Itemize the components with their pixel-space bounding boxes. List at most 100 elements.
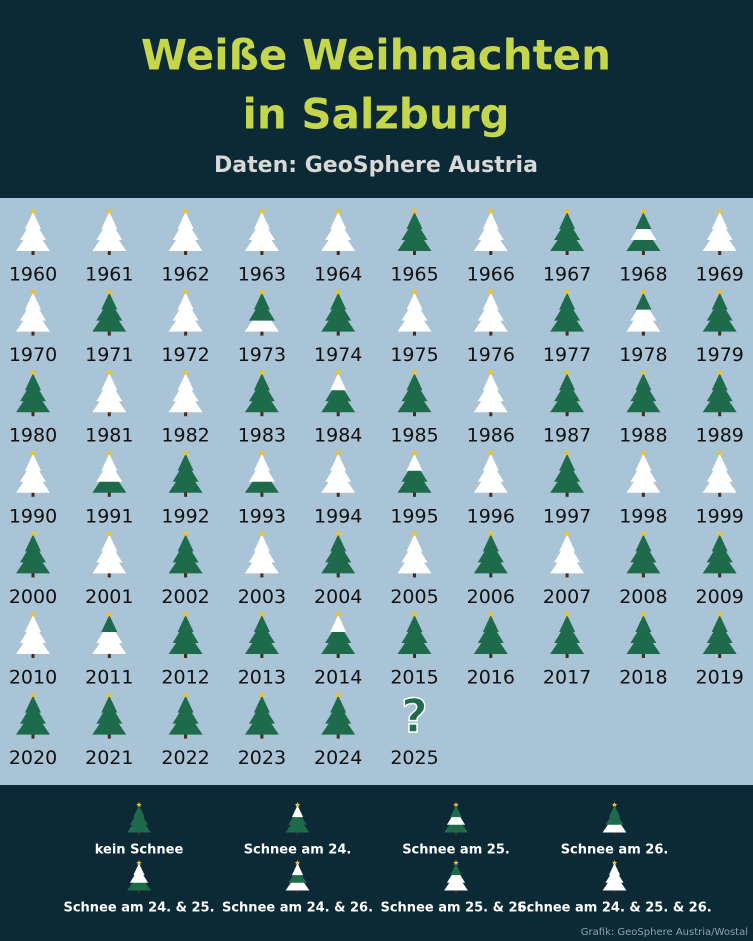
tree-tier [330,615,347,632]
tree-tier [177,453,194,471]
star [181,449,190,457]
legend-label: Schnee am 24. & 25. & 26. [517,901,711,916]
trunk [107,250,111,255]
trunk [107,572,111,578]
tree [702,449,737,497]
tree [473,288,508,336]
tree-tier [401,299,428,321]
tree-tier [177,615,194,632]
trunk [31,572,35,578]
year-label: 1993 [238,505,286,527]
tree-tier [330,212,347,229]
tree-tier [325,219,352,240]
trunk [718,653,722,658]
tree [550,207,585,255]
title: in Salzburg [242,90,509,139]
tree [92,691,127,739]
tree-tier [450,805,462,818]
tree-tier [401,380,428,402]
trunk [184,733,188,739]
trunk [613,889,616,894]
trunk [260,250,264,255]
tree-tier [330,534,347,552]
tree-tier [559,373,576,391]
trunk [489,330,493,336]
legend-label: Schnee am 25. [402,843,510,858]
tree [702,288,737,336]
tree [168,691,203,739]
star [181,691,190,699]
tree [397,288,432,336]
star [105,610,114,618]
tree [321,207,356,255]
legend-label: Schnee am 25. & 26. [380,901,531,916]
trunk [489,491,493,497]
year-label: 1983 [238,425,286,447]
trunk [413,491,416,497]
year-label: 2007 [543,586,591,608]
year-label: 2014 [314,667,362,689]
tree [16,368,50,417]
tree [397,207,432,255]
year-label: 2009 [696,586,744,608]
tree [550,288,585,336]
star [334,610,343,618]
trunk [184,572,188,578]
trunk [336,491,340,497]
tree-tier [630,541,657,563]
tree-tier [450,863,462,876]
tree-tier [711,212,728,229]
trunk [296,831,299,836]
year-label: 1960 [9,264,57,286]
tree [626,529,661,578]
star [334,449,343,457]
tree [168,610,203,658]
trunk [489,250,493,255]
star [563,529,572,537]
star [611,860,618,866]
tree-tier [20,702,46,724]
star [257,449,266,457]
tree-tier [401,219,428,240]
star [410,368,419,376]
tree-tier [248,219,275,240]
tree-tier [325,541,352,563]
tree [602,860,627,894]
tree-tier [706,299,733,321]
year-label: 2017 [543,667,591,689]
tree-tier [635,373,652,391]
star [639,288,648,296]
tree [168,529,203,578]
year-label: 2003 [238,586,286,608]
trunk [336,411,340,417]
tree [244,368,279,417]
year-label: 1989 [696,425,744,447]
tree-tier [401,541,428,563]
year-label: 1963 [238,264,286,286]
tree [473,610,508,658]
tree-tier [482,212,499,229]
year-label: 1977 [543,344,591,366]
trunk [613,831,616,836]
tree [321,610,356,658]
tree-tier [20,460,46,482]
year-label: 1999 [696,505,744,527]
star [715,288,724,296]
trunk [718,572,722,578]
star [486,368,495,376]
tree-tier [630,299,657,321]
star [334,207,343,215]
star [486,207,495,215]
tree-tier [96,380,123,402]
year-label: 1979 [696,344,744,366]
tree-tier [482,373,499,391]
tree-tier [20,219,46,240]
year-label: 2002 [161,586,209,608]
tree-tier [330,695,347,713]
tree-tier [711,615,728,632]
star [29,691,37,699]
tree-tier [101,373,118,391]
trunk [718,250,722,255]
year-label: 1985 [390,425,438,447]
tree-tier [177,534,194,552]
